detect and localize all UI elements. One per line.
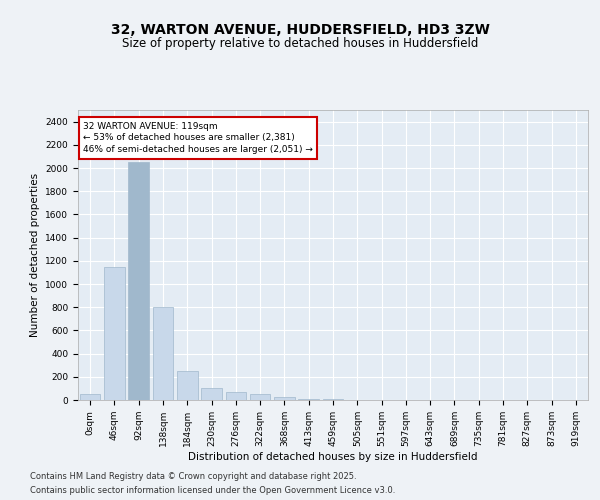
Bar xyxy=(80,394,100,400)
Bar xyxy=(104,266,125,400)
Bar xyxy=(201,388,222,400)
Text: 32 WARTON AVENUE: 119sqm
← 53% of detached houses are smaller (2,381)
46% of sem: 32 WARTON AVENUE: 119sqm ← 53% of detach… xyxy=(83,122,313,154)
Bar xyxy=(128,162,149,400)
Text: Size of property relative to detached houses in Huddersfield: Size of property relative to detached ho… xyxy=(122,38,478,51)
Bar xyxy=(274,396,295,400)
Bar xyxy=(250,394,271,400)
Bar xyxy=(298,399,319,400)
Text: 32, WARTON AVENUE, HUDDERSFIELD, HD3 3ZW: 32, WARTON AVENUE, HUDDERSFIELD, HD3 3ZW xyxy=(110,22,490,36)
Bar xyxy=(177,371,197,400)
Text: Contains public sector information licensed under the Open Government Licence v3: Contains public sector information licen… xyxy=(30,486,395,495)
Text: Contains HM Land Registry data © Crown copyright and database right 2025.: Contains HM Land Registry data © Crown c… xyxy=(30,472,356,481)
Y-axis label: Number of detached properties: Number of detached properties xyxy=(30,173,40,337)
Bar xyxy=(226,392,246,400)
X-axis label: Distribution of detached houses by size in Huddersfield: Distribution of detached houses by size … xyxy=(188,452,478,462)
Bar xyxy=(152,307,173,400)
